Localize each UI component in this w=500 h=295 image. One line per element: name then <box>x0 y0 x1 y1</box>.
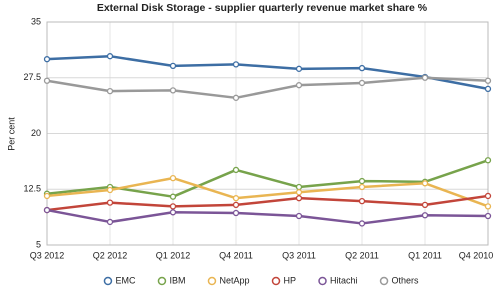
data-point <box>358 183 366 191</box>
series-line <box>46 176 489 208</box>
data-point <box>295 183 303 191</box>
x-tick-label: Q4 2011 <box>219 250 253 260</box>
data-point <box>43 192 51 200</box>
series-line <box>46 76 489 100</box>
data-point <box>232 94 240 101</box>
data-point <box>106 87 114 95</box>
data-point <box>421 212 429 219</box>
legend-label: Hitachi <box>330 275 358 285</box>
y-tick-label: 12.5 <box>23 184 41 194</box>
legend-label: NetApp <box>219 275 249 285</box>
y-tick-label: 20 <box>31 128 41 138</box>
legend-label: Others <box>392 275 420 285</box>
legend-label: IBM <box>169 275 185 285</box>
series-line <box>46 194 489 212</box>
y-tick-label: 27.5 <box>23 72 41 82</box>
x-tick-label: Q1 2012 <box>156 250 191 260</box>
data-point <box>484 77 492 84</box>
plot-frame <box>46 21 489 246</box>
data-point <box>295 82 303 89</box>
data-point <box>106 218 114 226</box>
data-point <box>169 174 177 182</box>
series-line <box>46 208 489 225</box>
legend-label: EMC <box>115 275 136 285</box>
x-tick-label: Q1 2011 <box>408 250 442 260</box>
data-point <box>484 85 492 93</box>
x-tick-label: Q4 2010 <box>459 250 494 260</box>
data-point <box>106 186 114 194</box>
y-axis-label: Per cent <box>6 117 16 151</box>
data-point <box>484 203 492 210</box>
data-point <box>421 201 429 209</box>
data-point <box>169 193 177 200</box>
data-point <box>358 79 366 87</box>
legend-marker <box>379 276 389 286</box>
chart-title: External Disk Storage - supplier quarter… <box>97 2 428 14</box>
data-point <box>295 195 303 202</box>
legend-marker <box>157 276 167 286</box>
x-tick-label: Q3 2011 <box>282 250 316 260</box>
legend-marker <box>207 276 217 286</box>
data-point <box>358 220 366 227</box>
data-point <box>232 166 240 174</box>
data-point <box>169 87 177 94</box>
data-point <box>106 199 114 206</box>
data-point <box>106 53 114 60</box>
data-point <box>358 177 366 185</box>
data-point <box>169 209 177 216</box>
y-tick-label: 35 <box>31 16 41 26</box>
data-point <box>232 201 240 209</box>
data-point <box>295 189 303 196</box>
series-line <box>46 54 489 91</box>
legend-marker <box>103 276 113 286</box>
data-point <box>484 192 492 200</box>
data-point <box>232 61 240 68</box>
legend-marker <box>318 276 327 286</box>
data-point <box>421 180 429 187</box>
data-point <box>484 157 492 164</box>
data-point <box>43 206 51 214</box>
y-tick-label: 5 <box>36 239 41 249</box>
data-point <box>295 65 303 72</box>
legend: EMC IBM NetApp HP Hitachi Others <box>103 275 420 286</box>
data-point <box>232 209 240 217</box>
data-point <box>421 74 429 81</box>
x-tick-label: Q2 2011 <box>345 250 379 260</box>
data-point <box>232 195 240 202</box>
legend-label: HP <box>284 275 297 285</box>
data-point <box>484 212 492 220</box>
data-point <box>43 56 51 63</box>
x-tick-label: Q3 2012 <box>30 250 65 260</box>
data-point <box>169 62 177 70</box>
data-point <box>358 64 366 72</box>
data-point <box>169 203 177 210</box>
data-point <box>358 197 366 205</box>
x-tick-label: Q2 2012 <box>93 250 128 260</box>
legend-marker <box>271 276 281 286</box>
data-point <box>295 212 303 220</box>
data-point <box>43 77 51 84</box>
